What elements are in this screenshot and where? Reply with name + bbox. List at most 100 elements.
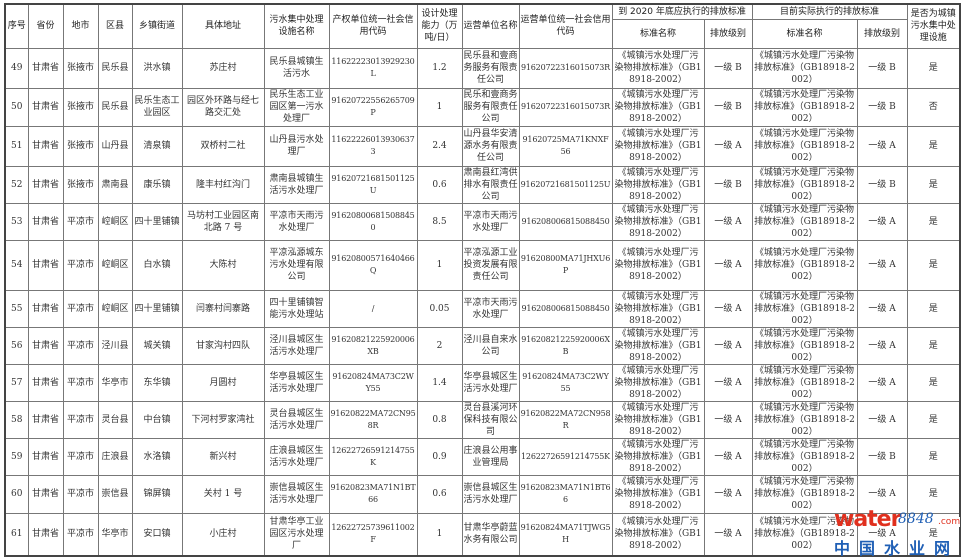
table-body: 49 甘肃省 张掖市 民乐县 洪水镇 苏庄村 民乐县城镇生活污水 11622223013929… [4, 47, 961, 557]
cell-std-name-current: 《城镇污水处理厂污染物排放标准》（GB18918-2002） [751, 47, 858, 89]
header-seq: 序号 [4, 3, 29, 49]
cell-facility: 灵台县城区生活污水处理厂 [263, 400, 330, 439]
cell-facility: 崇信县城区生活污水处理厂 [263, 474, 330, 514]
table-row: 54 甘肃省 平凉市 崆峒区 白水镇 大陈村 平凉泓源城东污水处理有限公司 916208005… [4, 239, 961, 291]
cell-owner-code: 91620800571640466Q [328, 239, 418, 291]
cell-town: 东华镇 [131, 363, 183, 402]
cell-level-current: 一级 A [856, 512, 908, 557]
cell-facility: 平凉泓源城东污水处理有限公司 [263, 239, 330, 291]
table-row: 50 甘肃省 张掖市 民乐县 民乐生态工业园区 园区外环路与经七路交汇处 民乐生态工业园区第… [4, 87, 961, 127]
cell-address: 双桥村二社 [181, 125, 265, 167]
cell-std-name-current: 《城镇污水处理厂污染物排放标准》（GB18918-2002） [751, 239, 858, 291]
cell-is-facility: 是 [906, 202, 961, 241]
cell-county: 民乐县 [97, 87, 133, 127]
cell-facility: 泾川县城区生活污水处理厂 [263, 326, 330, 365]
cell-std-name-current: 《城镇污水处理厂污染物排放标准》（GB18918-2002） [751, 437, 858, 476]
cell-city: 平凉市 [62, 202, 99, 241]
cell-facility: 庄浪县城区生活污水处理厂 [263, 437, 330, 476]
cell-operator: 泾川县自来水公司 [461, 326, 520, 365]
cell-std-name-current: 《城镇污水处理厂污染物排放标准》（GB18918-2002） [751, 512, 858, 557]
table-row: 59 甘肃省 平凉市 庄浪县 水洛镇 新兴村 庄浪县城区生活污水处理厂 12622726591… [4, 437, 961, 476]
cell-operator: 华亭县城区生活污水处理厂 [461, 363, 520, 402]
cell-operator: 民乐和壹商务服务有限责任公司 [461, 87, 520, 127]
cell-level-2020: 一级 A [703, 289, 753, 328]
table-row: 58 甘肃省 平凉市 灵台县 中台镇 下河村罗家湾社 灵台县城区生活污水处理厂 9162082… [4, 400, 961, 439]
cell-town: 洪水镇 [131, 47, 183, 89]
cell-province: 甘肃省 [27, 326, 64, 365]
cell-operator-code: 91620822MA72CN958R [518, 400, 613, 439]
cell-seq: 58 [4, 400, 29, 439]
cell-level-current: 一级 A [856, 239, 908, 291]
cell-town: 水洛镇 [131, 437, 183, 476]
cell-address: 隆丰村红沟门 [181, 165, 265, 204]
cell-owner-code: 91620824MA73C2WY55 [328, 363, 418, 402]
cell-operator-code: 91620824MA73C2WY55 [518, 363, 613, 402]
cell-is-facility: 是 [906, 400, 961, 439]
cell-owner-code: 91620822MA72CN958R [328, 400, 418, 439]
cell-capacity: 1.2 [416, 47, 463, 89]
cell-town: 中台镇 [131, 400, 183, 439]
cell-owner-code: 12622725739611002F [328, 512, 418, 557]
cell-level-current: 一级 A [856, 400, 908, 439]
cell-std-name-2020: 《城镇污水处理厂污染物排放标准》（GB18918-2002） [611, 512, 705, 557]
cell-facility: 民乐生态工业园区第一污水处理厂 [263, 87, 330, 127]
cell-address: 月圆村 [181, 363, 265, 402]
cell-capacity: 2 [416, 326, 463, 365]
cell-std-name-current: 《城镇污水处理厂污染物排放标准》（GB18918-2002） [751, 202, 858, 241]
cell-facility: 民乐县城镇生活污水 [263, 47, 330, 89]
cell-level-2020: 一级 B [703, 47, 753, 89]
cell-std-name-current: 《城镇污水处理厂污染物排放标准》（GB18918-2002） [751, 474, 858, 514]
cell-seq: 56 [4, 326, 29, 365]
header-operator-code: 运营单位统一社会信用代码 [518, 3, 613, 49]
cell-county: 崆峒区 [97, 239, 133, 291]
cell-level-2020: 一级 A [703, 400, 753, 439]
cell-operator-code: 916208006815088450 [518, 202, 613, 241]
cell-level-2020: 一级 A [703, 202, 753, 241]
cell-operator: 平凉泓源工业投资发展有限责任公司 [461, 239, 520, 291]
header-std-name-2020: 标准名称 [611, 18, 705, 49]
cell-capacity: 0.8 [416, 400, 463, 439]
header-is-facility: 是否为城镇污水集中处理设施 [906, 3, 961, 49]
cell-std-name-2020: 《城镇污水处理厂污染物排放标准》（GB18918-2002） [611, 326, 705, 365]
cell-town: 城关镇 [131, 326, 183, 365]
cell-capacity: 2.4 [416, 125, 463, 167]
cell-county: 肃南县 [97, 165, 133, 204]
cell-capacity: 0.9 [416, 437, 463, 476]
cell-level-current: 一级 B [856, 47, 908, 89]
cell-operator: 平凉市天雨污水处理厂 [461, 202, 520, 241]
cell-level-current: 一级 A [856, 289, 908, 328]
cell-seq: 51 [4, 125, 29, 167]
cell-operator: 山丹县华安清源水务有限责任公司 [461, 125, 520, 167]
cell-std-name-current: 《城镇污水处理厂污染物排放标准》（GB18918-2002） [751, 289, 858, 328]
cell-level-current: 一级 B [856, 437, 908, 476]
cell-town: 安口镇 [131, 512, 183, 557]
cell-operator-code: 91620823MA71N1BT66 [518, 474, 613, 514]
cell-capacity: 1.4 [416, 363, 463, 402]
cell-seq: 57 [4, 363, 29, 402]
cell-level-current: 一级 B [856, 87, 908, 127]
cell-std-name-2020: 《城镇污水处理厂污染物排放标准》（GB18918-2002） [611, 239, 705, 291]
cell-province: 甘肃省 [27, 165, 64, 204]
cell-std-name-2020: 《城镇污水处理厂污染物排放标准》（GB18918-2002） [611, 437, 705, 476]
cell-owner-code: 91620823MA71N1BT66 [328, 474, 418, 514]
cell-is-facility: 否 [906, 87, 961, 127]
table-row: 57 甘肃省 平凉市 华亭市 东华镇 月圆村 华亭县城区生活污水处理厂 91620824MA7… [4, 363, 961, 402]
cell-operator: 肃南县红湾供排水有限责任公司 [461, 165, 520, 204]
cell-seq: 49 [4, 47, 29, 89]
cell-town: 四十里铺镇 [131, 289, 183, 328]
cell-level-current: 一级 A [856, 202, 908, 241]
table-row: 56 甘肃省 平凉市 泾川县 城关镇 甘家沟村四队 泾川县城区生活污水处理厂 91620821… [4, 326, 961, 365]
cell-std-name-2020: 《城镇污水处理厂污染物排放标准》（GB18918-2002） [611, 165, 705, 204]
cell-address: 关村 1 号 [181, 474, 265, 514]
cell-province: 甘肃省 [27, 289, 64, 328]
cell-seq: 50 [4, 87, 29, 127]
cell-address: 小庄村 [181, 512, 265, 557]
table-row: 61 甘肃省 平凉市 华亭市 安口镇 小庄村 甘肃华亭工业园区污水处理厂 1262272573… [4, 512, 961, 557]
cell-is-facility: 是 [906, 474, 961, 514]
cell-owner-code: 916208006815088450 [328, 202, 418, 241]
cell-operator-code: 91620722316015073R [518, 47, 613, 89]
cell-owner-code: 91620821225920006XB [328, 326, 418, 365]
cell-is-facility: 是 [906, 47, 961, 89]
header-group-current: 目前实际执行的排放标准 [751, 3, 908, 20]
cell-address: 大陈村 [181, 239, 265, 291]
